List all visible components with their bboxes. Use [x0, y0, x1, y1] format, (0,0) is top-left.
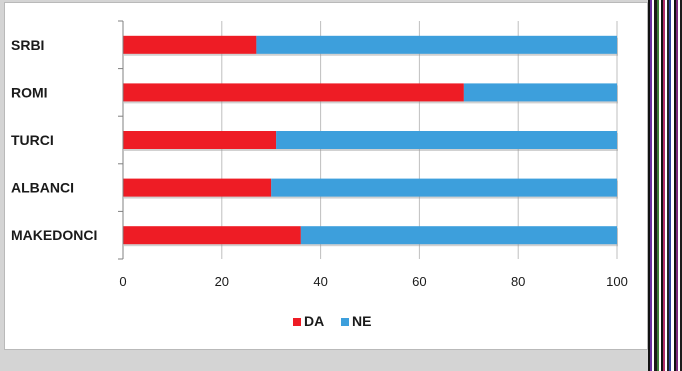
- x-tick-label: 80: [511, 274, 525, 289]
- bar-da: [123, 35, 257, 54]
- stripe: [675, 0, 679, 371]
- x-tick-label: 100: [606, 274, 628, 289]
- stripe: [669, 0, 673, 371]
- bar-da: [123, 131, 277, 149]
- category-label: ALBANCI: [11, 180, 74, 196]
- bar-ne: [271, 178, 617, 197]
- x-tick-label: 60: [412, 274, 426, 289]
- x-tick-label: 40: [313, 274, 327, 289]
- x-tick-label: 0: [119, 274, 126, 289]
- legend-label-ne: NE: [352, 313, 371, 329]
- stripe: [671, 0, 675, 371]
- category-label: TURCI: [11, 132, 54, 148]
- bar-da: [123, 83, 464, 102]
- bar-ne: [256, 35, 617, 54]
- stripe: [679, 0, 682, 371]
- stripe: [650, 0, 654, 371]
- stripe: [654, 0, 658, 371]
- stripe: [667, 0, 671, 371]
- y-axis: [118, 20, 124, 260]
- category-label: ROMI: [11, 84, 48, 100]
- stripe: [673, 0, 677, 371]
- legend-swatch-da: [293, 318, 301, 326]
- bar-ne: [276, 131, 617, 149]
- stripe: [665, 0, 668, 371]
- x-tick-label: 20: [215, 274, 229, 289]
- bar-chart: SRBI ROMI TURCI ALBANCI MAKEDONCI 0 20 40 60 80 1…: [11, 20, 628, 329]
- legend-label-da: DA: [304, 313, 324, 329]
- stripe: [660, 0, 664, 371]
- stripe: [652, 0, 656, 371]
- stripe: [656, 0, 660, 371]
- legend: DA NE: [293, 313, 371, 329]
- category-label: MAKEDONCI: [11, 227, 97, 243]
- stripe: [662, 0, 666, 371]
- decorative-stripes: [648, 0, 682, 371]
- x-tick-labels: 0 20 40 60 80 100: [119, 274, 627, 289]
- chart-panel: SRBI ROMI TURCI ALBANCI MAKEDONCI 0 20 40 60 80 1…: [4, 2, 648, 350]
- bar-da: [123, 178, 272, 197]
- category-label: SRBI: [11, 37, 44, 53]
- category-labels: SRBI ROMI TURCI ALBANCI MAKEDONCI: [11, 37, 97, 243]
- bars: [123, 35, 618, 247]
- stripe: [648, 0, 651, 371]
- stripe: [677, 0, 681, 371]
- bar-ne: [463, 83, 617, 102]
- legend-swatch-ne: [341, 318, 349, 326]
- stripe: [658, 0, 662, 371]
- bar-ne: [300, 226, 617, 245]
- bar-da: [123, 226, 301, 245]
